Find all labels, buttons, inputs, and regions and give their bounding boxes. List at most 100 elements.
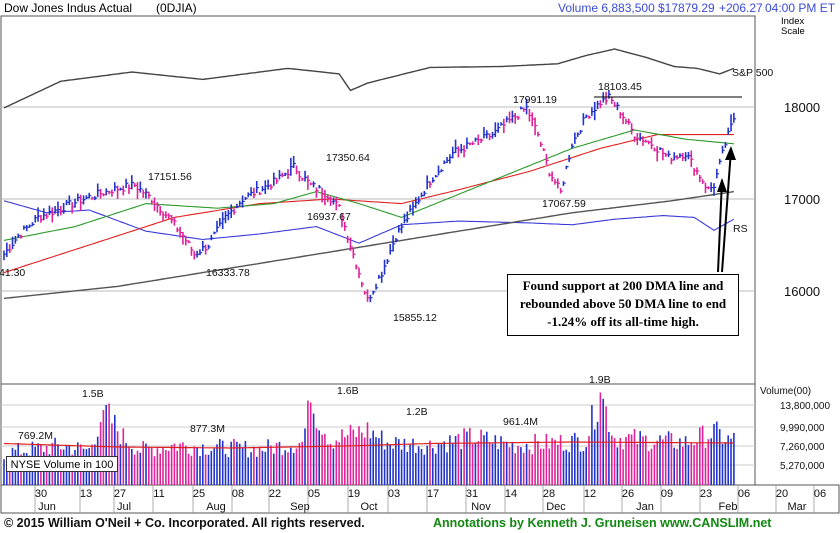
volume-bar [704, 447, 707, 485]
volume-bar [574, 432, 576, 485]
volume-bar [383, 449, 386, 485]
price-label: 17350.64 [326, 152, 370, 164]
volume-bar [486, 431, 488, 485]
volume-bar [131, 449, 133, 485]
volume-bar [358, 426, 360, 485]
volume-bar [559, 435, 562, 485]
volume-bar [667, 431, 670, 485]
volume-bar [261, 450, 264, 485]
volume-bar [284, 450, 286, 485]
volume-bar [278, 441, 281, 485]
volume-bar [656, 440, 658, 485]
price-label: 17151.56 [148, 171, 192, 183]
date-tick-label: 13 [80, 488, 92, 500]
rs-label: RS [733, 223, 748, 235]
volume-bar [335, 440, 338, 485]
volume-bar [150, 447, 153, 485]
volume-bar [554, 439, 556, 485]
volume-bar [369, 438, 372, 485]
date-tick-label: 06 [738, 488, 750, 500]
volume-bar [133, 454, 136, 485]
volume-bar [380, 430, 383, 485]
volume-bar [187, 453, 190, 485]
volume-bar [497, 449, 499, 485]
volume-bar [525, 443, 528, 485]
volume-bar [599, 392, 602, 485]
volume-bar [292, 452, 295, 485]
date-tick-label: 25 [193, 488, 205, 500]
volume-bar [508, 447, 511, 485]
volume-bar [400, 449, 403, 485]
volume-bar [568, 452, 570, 485]
volume-bar [710, 438, 712, 485]
volume-bar [233, 439, 235, 485]
volume-bar [466, 431, 468, 485]
volume-bar [105, 404, 107, 485]
volume-bar [111, 423, 113, 485]
volume-bar [219, 439, 221, 485]
volume-bar [179, 443, 181, 485]
volume-bar [290, 447, 292, 485]
volume-bar [190, 455, 193, 485]
volume-bar [153, 456, 156, 485]
volume-bar [653, 444, 656, 485]
volume-bar [324, 434, 326, 485]
volume-bar [227, 457, 230, 485]
volume-label: 1.9B [589, 374, 611, 386]
date-tick-label: 23 [700, 488, 712, 500]
volume-bar [236, 441, 238, 485]
volume-bar [511, 441, 514, 485]
date-tick-label: 19 [348, 488, 360, 500]
volume-bar [363, 437, 366, 485]
volume-bar [440, 444, 443, 485]
volume-bar [434, 453, 437, 485]
volume-bar [454, 436, 457, 485]
time-readout: 04:00 PM ET [765, 1, 836, 15]
volume-bar [639, 431, 641, 485]
date-tick-label: 20 [776, 488, 788, 500]
volume-bar [301, 441, 303, 485]
volume-bar [287, 452, 289, 485]
volume-bar [520, 447, 522, 485]
volume-bar [449, 435, 451, 485]
volume-bar [196, 447, 198, 485]
volume-bar [202, 444, 204, 485]
price-tick-label: 16000 [784, 284, 820, 299]
volume-bar [423, 454, 426, 485]
arrow-head [717, 178, 727, 192]
volume-bar [591, 405, 593, 485]
volume-bar [730, 438, 732, 485]
volume-bar [662, 439, 664, 485]
volume-label: 1.6B [337, 385, 359, 397]
volume-bar [224, 454, 227, 485]
volume-bar [315, 428, 318, 485]
volume-tick-label: 13,800,000 [780, 401, 830, 412]
month-label: Mar [788, 501, 807, 513]
volume-bar [446, 452, 448, 485]
volume-bar [432, 448, 434, 485]
volume-bar [392, 448, 394, 485]
volume-bar [679, 438, 681, 485]
volume-bar [684, 436, 687, 485]
volume-bar [338, 442, 340, 485]
volume-bar [250, 452, 252, 485]
volume-axis-label: Volume(00) [760, 386, 811, 397]
volume-bar [596, 421, 599, 485]
price-label: 18103.45 [598, 81, 642, 93]
volume-bar [585, 447, 587, 485]
month-label: Nov [471, 501, 491, 513]
volume-bar [701, 425, 704, 485]
volume-bar [332, 448, 335, 485]
volume-bar [628, 434, 630, 485]
rs-line [3, 200, 735, 244]
volume-bar [528, 449, 531, 485]
month-label: Oct [360, 501, 377, 513]
nyse-volume-legend: NYSE Volume in 100 [6, 456, 118, 472]
volume-bar [216, 444, 218, 485]
date-tick-label: 08 [232, 488, 244, 500]
volume-bar [309, 402, 312, 485]
volume-bar [718, 429, 721, 485]
volume-bar [378, 438, 380, 485]
volume-bar [102, 410, 105, 485]
volume-bar [534, 434, 536, 485]
